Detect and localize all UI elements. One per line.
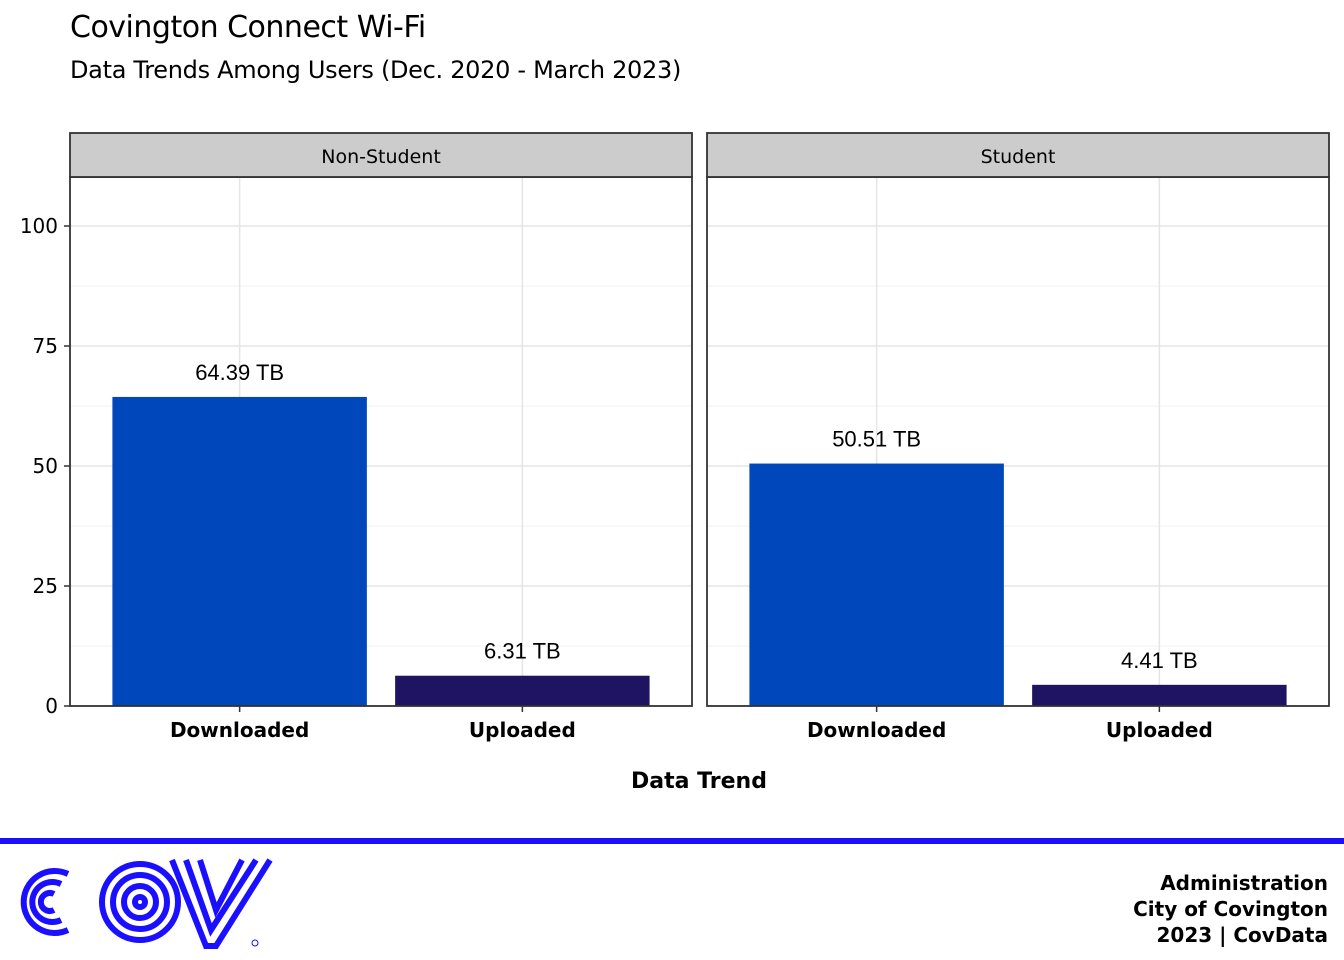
faceted-bar-chart: 64.39 TB Downloaded 6.31 TB Uploaded Non-Stu…: [20, 132, 1330, 794]
footer-divider: [0, 838, 1344, 844]
x-tick-label: Downloaded: [170, 718, 309, 742]
footer-line-1: Administration: [1160, 871, 1328, 895]
facet-strip-student: [706, 132, 1330, 178]
facet-label-non-student: Non-Student: [321, 146, 441, 168]
footer-line-3: 2023 | CovData: [1156, 923, 1328, 947]
chart-subtitle: Data Trends Among Users (Dec. 2020 - Mar…: [70, 56, 682, 84]
bar-label-student-uploaded: 4.41 TB: [1121, 648, 1198, 673]
cov-logo: [20, 858, 273, 949]
footer-line-2: City of Covington: [1133, 897, 1328, 921]
footer-attribution: Administration City of Covington 2023 | …: [1133, 870, 1328, 948]
bar-student-downloaded: [749, 463, 1004, 706]
bar-label-non-student-uploaded: 6.31 TB: [484, 639, 561, 664]
facet-label-student: Student: [981, 146, 1056, 168]
y-tick-label: 100: [20, 214, 58, 238]
chart-title: Covington Connect Wi-Fi: [70, 10, 426, 45]
facet-strip-non-student: [69, 132, 693, 178]
x-tick-label: Downloaded: [807, 718, 946, 742]
bar-label-non-student-downloaded: 64.39 TB: [195, 360, 284, 385]
y-tick-label: 75: [33, 334, 58, 358]
x-tick-label: Uploaded: [1106, 718, 1213, 742]
bar-non-student-uploaded: [395, 675, 650, 706]
y-tick-label: 50: [33, 454, 58, 478]
bar-label-student-downloaded: 50.51 TB: [832, 427, 921, 452]
x-tick-label: Uploaded: [469, 718, 576, 742]
x-axis-title: Data Trend: [631, 769, 767, 794]
y-tick-label: 25: [33, 574, 58, 598]
bar-non-student-downloaded: [112, 396, 367, 706]
bar-student-uploaded: [1032, 684, 1287, 706]
y-tick-label: 0: [45, 694, 58, 718]
